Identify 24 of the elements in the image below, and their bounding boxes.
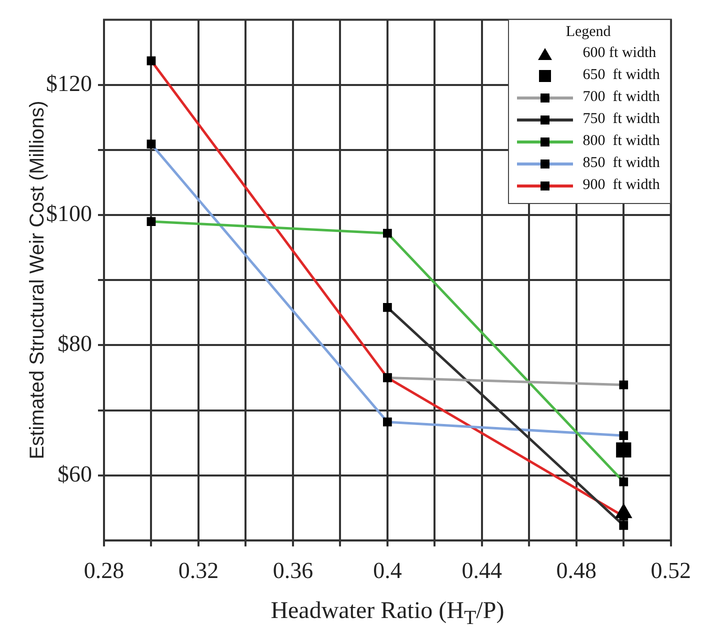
point bbox=[619, 521, 628, 530]
y-tick-label: $120 bbox=[46, 70, 92, 96]
x-tick-label: 0.44 bbox=[462, 558, 503, 584]
y-tick-label: $100 bbox=[46, 201, 92, 226]
legend-label: 600 ft width bbox=[582, 45, 656, 62]
legend-label: 900 ft width bbox=[582, 177, 660, 194]
legend-label: 750 ft width bbox=[582, 111, 660, 128]
x-tick-label: 0.28 bbox=[84, 558, 124, 584]
legend-label: 650 ft width bbox=[582, 67, 660, 84]
legend-label: 800 ft width bbox=[582, 133, 660, 150]
x-axis-title: Headwater Ratio (H$_{T}$/P) bbox=[270, 598, 506, 630]
x-tick-label: 0.36 bbox=[272, 558, 314, 584]
x-tick-label: 0.52 bbox=[650, 558, 691, 584]
y-tick-label: $60 bbox=[58, 461, 92, 486]
point bbox=[383, 303, 392, 312]
x-tick-label: 0.32 bbox=[178, 558, 219, 584]
legend-label: 700 ft width bbox=[582, 89, 660, 106]
y-axis-title: Estimated Structural Weir Cost (Millions) bbox=[26, 100, 48, 460]
x-tick-label: 0.4 bbox=[373, 558, 402, 584]
x-tick-label: 0.48 bbox=[556, 558, 597, 584]
point bbox=[616, 442, 632, 458]
legend-title: Legend bbox=[564, 24, 612, 41]
y-tick-label: $80 bbox=[58, 331, 92, 356]
legend-label: 850 ft width bbox=[582, 155, 660, 172]
